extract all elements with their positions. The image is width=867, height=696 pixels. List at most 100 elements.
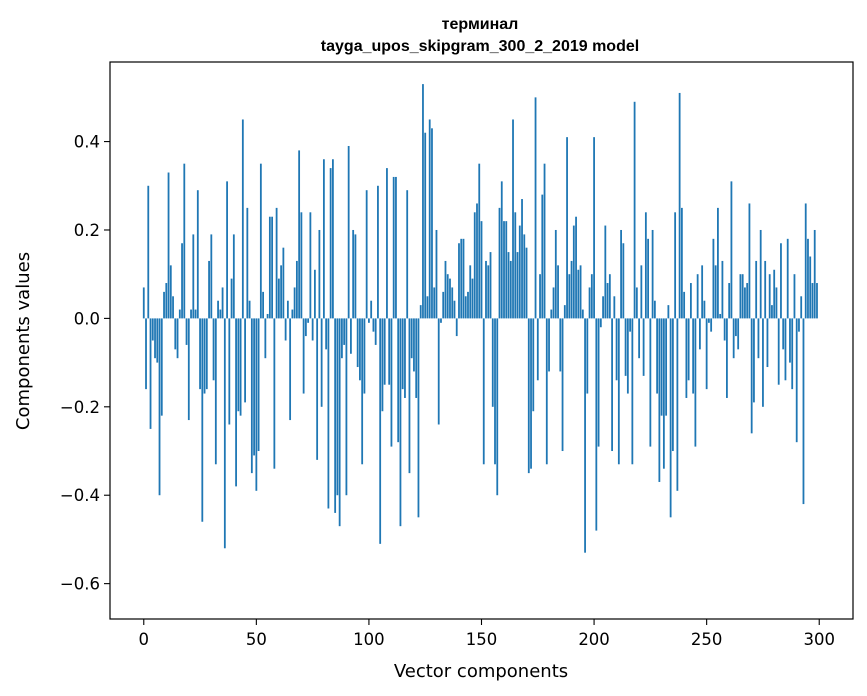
x-tick-label: 300 bbox=[803, 630, 835, 649]
bar bbox=[782, 318, 785, 350]
bar bbox=[543, 163, 546, 319]
chart-title: терминал bbox=[442, 16, 519, 33]
bar bbox=[345, 318, 348, 496]
bar bbox=[307, 318, 310, 323]
bar bbox=[338, 318, 341, 527]
bar bbox=[597, 318, 600, 447]
bar bbox=[187, 318, 190, 421]
bar bbox=[703, 300, 706, 319]
bar bbox=[505, 221, 508, 319]
bar bbox=[550, 309, 553, 319]
bar bbox=[795, 318, 798, 443]
x-tick-label: 150 bbox=[466, 630, 498, 649]
bar bbox=[196, 190, 199, 319]
bar bbox=[563, 305, 566, 319]
bar bbox=[311, 318, 314, 341]
bar bbox=[415, 318, 418, 398]
bar bbox=[361, 318, 364, 465]
bar bbox=[266, 313, 269, 319]
bar bbox=[304, 318, 307, 337]
bar bbox=[509, 260, 512, 319]
bar bbox=[755, 260, 758, 319]
bar bbox=[223, 318, 226, 549]
bar bbox=[516, 252, 519, 319]
y-tick-label: −0.4 bbox=[60, 486, 100, 505]
bar bbox=[318, 229, 321, 319]
bar bbox=[183, 163, 186, 319]
bar bbox=[451, 287, 454, 319]
bar bbox=[532, 318, 535, 412]
bar bbox=[241, 119, 244, 319]
bar bbox=[665, 318, 668, 416]
bar bbox=[678, 92, 681, 319]
bar bbox=[699, 318, 701, 350]
bar bbox=[737, 318, 740, 350]
bar bbox=[374, 318, 377, 345]
bar bbox=[352, 229, 355, 319]
bar bbox=[458, 243, 460, 319]
bar bbox=[721, 260, 724, 319]
bar bbox=[710, 318, 713, 332]
bar bbox=[356, 318, 359, 368]
bar bbox=[813, 229, 816, 319]
bar bbox=[762, 318, 764, 407]
bar bbox=[480, 221, 483, 319]
y-tick-label: 0.2 bbox=[74, 221, 100, 240]
bar bbox=[442, 291, 445, 319]
bar bbox=[496, 318, 499, 496]
bar bbox=[485, 260, 487, 319]
bar bbox=[584, 318, 586, 553]
bar bbox=[784, 318, 787, 381]
bar bbox=[777, 318, 780, 385]
bar bbox=[464, 296, 467, 319]
plot-frame bbox=[109, 61, 854, 620]
bar bbox=[647, 238, 650, 319]
bar bbox=[212, 318, 215, 381]
bar bbox=[228, 318, 231, 425]
bar bbox=[694, 318, 697, 447]
bar bbox=[723, 318, 726, 341]
bar bbox=[417, 318, 420, 518]
bar bbox=[142, 287, 145, 319]
bar bbox=[791, 318, 794, 390]
bar bbox=[289, 318, 292, 421]
bar bbox=[449, 278, 451, 319]
bar bbox=[428, 119, 431, 319]
bar bbox=[640, 265, 643, 319]
bar bbox=[230, 278, 233, 319]
bar bbox=[683, 291, 686, 319]
bar bbox=[541, 194, 544, 319]
bar bbox=[174, 318, 177, 350]
bar bbox=[674, 212, 677, 319]
bar bbox=[158, 318, 161, 496]
bar bbox=[460, 238, 463, 319]
bar bbox=[437, 318, 440, 425]
bar bbox=[426, 296, 429, 319]
bar bbox=[604, 225, 607, 319]
bar bbox=[500, 181, 503, 319]
bar bbox=[244, 318, 246, 403]
bar bbox=[559, 318, 562, 372]
bar bbox=[397, 318, 400, 443]
x-axis-ticks: 0 50 100 150 200 250 300 bbox=[139, 619, 835, 649]
bar bbox=[404, 318, 406, 398]
bars-group bbox=[142, 84, 818, 553]
bar bbox=[719, 313, 722, 319]
bar bbox=[503, 221, 505, 319]
bar bbox=[804, 203, 807, 319]
bar bbox=[638, 318, 641, 359]
bar bbox=[595, 318, 598, 531]
bar bbox=[816, 283, 818, 319]
bar bbox=[431, 128, 433, 319]
bar bbox=[768, 274, 771, 319]
bar bbox=[753, 318, 755, 403]
bar bbox=[527, 318, 530, 474]
bar bbox=[145, 318, 147, 390]
bar bbox=[764, 260, 767, 319]
bar bbox=[163, 291, 165, 319]
bar bbox=[759, 229, 762, 319]
bar bbox=[313, 269, 316, 319]
bar bbox=[775, 287, 778, 319]
bar bbox=[780, 243, 782, 319]
bar bbox=[491, 318, 494, 407]
